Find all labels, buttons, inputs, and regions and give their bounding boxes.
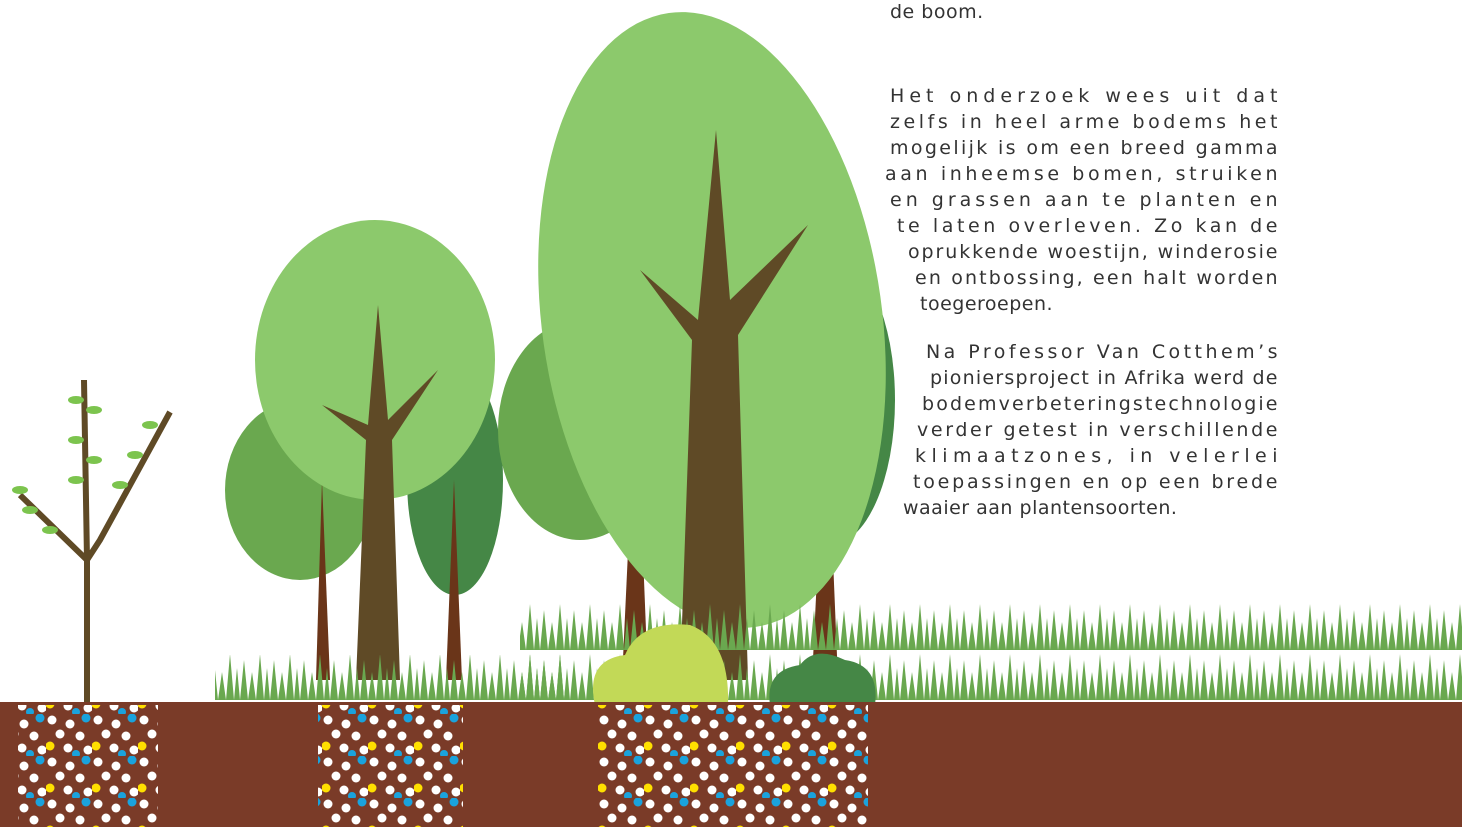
text-line: pioniersproject in Afrika werd de xyxy=(930,367,1278,389)
text-line: bodemverbeteringstechnologie xyxy=(922,393,1278,415)
text-line: Na Professor Van Cotthem’s xyxy=(926,341,1278,363)
text-line: Het onderzoek wees uit dat xyxy=(890,85,1278,107)
text-line: de boom. xyxy=(890,1,984,23)
text-line: aan inheemse bomen, struiken xyxy=(885,163,1278,185)
text-line: verder getest in verschillende xyxy=(917,419,1278,441)
text-line: toepassingen en op een brede xyxy=(913,471,1278,493)
text-line: waaier aan plantensoorten. xyxy=(903,497,1177,519)
text-line: oprukkende woestijn, winderosie xyxy=(908,241,1278,263)
text-block: de boom. Het onderzoek wees uit dat zelfs … xyxy=(885,1,1278,519)
soil-nutrients xyxy=(18,705,158,827)
text-line: en grassen aan te planten en xyxy=(890,189,1278,211)
text-line: en ontbossing, een halt worden xyxy=(915,267,1278,289)
text-line: toegeroepen. xyxy=(920,293,1053,315)
text-line: zelfs in heel arme bodems het xyxy=(890,111,1278,133)
grass xyxy=(215,655,565,705)
soil-nutrients xyxy=(598,705,868,827)
soil-nutrients xyxy=(318,705,463,827)
text-line: klimaatzones, in velerlei xyxy=(915,445,1278,467)
text-line: mogelijk is om een breed gamma xyxy=(890,137,1278,159)
illustration: de boom. Het onderzoek wees uit dat zelfs … xyxy=(0,0,1462,827)
page: de boom. Het onderzoek wees uit dat zelfs … xyxy=(0,0,1462,827)
text-line: te laten overleven. Zo kan de xyxy=(897,215,1278,237)
